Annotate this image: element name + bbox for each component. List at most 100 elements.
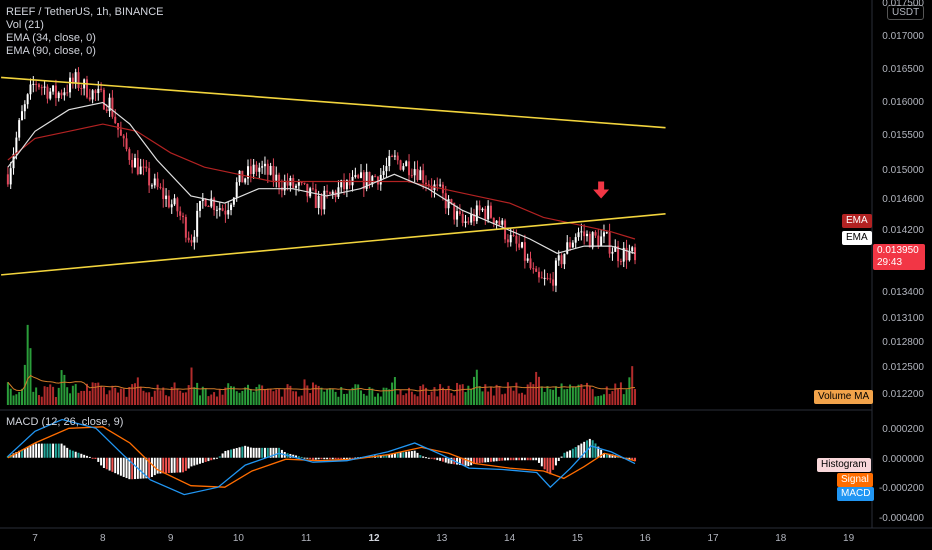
candle-body <box>43 86 46 88</box>
candle-body <box>540 277 543 279</box>
histogram-bar <box>272 447 275 458</box>
candle-body <box>501 220 504 225</box>
volume-bar <box>422 384 425 405</box>
histogram-bar <box>461 457 464 466</box>
histogram-bar <box>134 457 137 480</box>
histogram-bar <box>122 457 125 477</box>
volume-bar <box>326 389 329 405</box>
volume-bar <box>410 391 413 405</box>
trendline <box>1 76 666 129</box>
histogram-bar <box>577 445 580 458</box>
candle-body <box>300 182 303 184</box>
candle-body <box>269 165 272 175</box>
histogram-bar <box>263 447 266 458</box>
time-tick-label: 18 <box>775 533 787 544</box>
volume-bar <box>586 382 589 405</box>
histogram-bar <box>410 451 413 458</box>
indicator-vol[interactable]: Vol (21) <box>6 19 44 31</box>
candle-body <box>487 205 490 220</box>
volume-bar <box>583 388 586 405</box>
candle-body <box>320 195 323 210</box>
histogram-bar <box>447 457 450 464</box>
candle-body <box>467 221 470 223</box>
candle-body <box>535 268 538 272</box>
histogram-bar <box>523 457 526 461</box>
candle-body <box>326 190 329 193</box>
histogram-bar <box>187 457 190 469</box>
histogram-bar <box>230 449 233 458</box>
volume-bar <box>105 394 108 405</box>
candle-body <box>32 83 35 85</box>
volume-bar <box>574 386 577 405</box>
price-tick-label: 0.017500 <box>882 0 924 9</box>
volume-bar <box>444 389 447 405</box>
histogram-bar <box>266 447 269 458</box>
histogram-bar <box>605 453 608 458</box>
volume-bar <box>608 393 611 405</box>
candle-body <box>328 192 331 194</box>
volume-bar <box>619 382 622 405</box>
symbol-title[interactable]: REEF / TetherUS, 1h, BINANCE <box>6 6 164 18</box>
volume-bar <box>512 390 515 405</box>
histogram-bar <box>54 443 57 458</box>
volume-bar <box>198 395 201 405</box>
volume-bar <box>190 367 193 405</box>
macd-legend[interactable]: MACD (12, 26, close, 9) <box>6 416 124 428</box>
volume-bar <box>230 386 233 405</box>
volume-bar <box>21 388 24 405</box>
candle-body <box>323 190 326 210</box>
volume-bar <box>441 387 444 405</box>
volume-bar <box>148 392 151 405</box>
volume-bar <box>543 391 546 405</box>
volume-bar <box>15 394 18 405</box>
volume-bar <box>167 396 170 405</box>
volume-bar <box>405 393 408 405</box>
volume-bar <box>396 394 399 405</box>
volume-bar <box>221 394 224 405</box>
histogram-bar <box>334 457 337 460</box>
histogram-bar <box>546 457 549 472</box>
volume-bar <box>227 383 230 405</box>
histogram-bar <box>549 457 552 475</box>
candle-body <box>15 137 18 154</box>
histogram-bar <box>77 452 80 458</box>
histogram-bar <box>128 457 131 480</box>
histogram-bar <box>574 447 577 458</box>
volume-bar <box>478 386 481 405</box>
histogram-bar <box>602 452 605 458</box>
currency-button[interactable]: USDT <box>887 5 925 20</box>
volume-bar <box>111 385 114 405</box>
price-tick-label: 0.013100 <box>882 313 924 324</box>
candle-body <box>145 166 148 169</box>
macd-tick-label: -0.000400 <box>878 513 924 524</box>
histogram-bar <box>119 457 122 476</box>
histogram-bar <box>227 450 230 458</box>
volume-bar <box>314 384 317 405</box>
candle-body <box>382 171 385 175</box>
candle-body <box>227 210 230 215</box>
candle-body <box>509 235 512 243</box>
volume-bar <box>46 386 49 405</box>
indicator-ema34[interactable]: EMA (34, close, 0) <box>6 32 96 44</box>
candle-body <box>498 220 501 225</box>
indicator-ema90[interactable]: EMA (90, close, 0) <box>6 45 96 57</box>
ema90-tag: EMA <box>842 214 872 228</box>
histogram-bar <box>501 457 504 461</box>
histogram-bar <box>292 454 295 458</box>
ema90-line <box>7 123 636 240</box>
candle-body <box>591 232 594 248</box>
candle-body <box>286 180 289 186</box>
candle-body <box>148 168 151 186</box>
histogram-bar <box>393 453 396 458</box>
histogram-bar <box>131 457 134 480</box>
histogram-bar <box>162 457 165 474</box>
candle-body <box>574 237 577 243</box>
candle-body <box>275 174 278 181</box>
price-tick-label: 0.016500 <box>882 64 924 75</box>
histogram-tag: Histogram <box>817 458 871 472</box>
volume-bar <box>509 387 512 405</box>
candle-body <box>119 129 122 136</box>
volume-bar <box>91 382 94 405</box>
volume-bar <box>450 393 453 405</box>
